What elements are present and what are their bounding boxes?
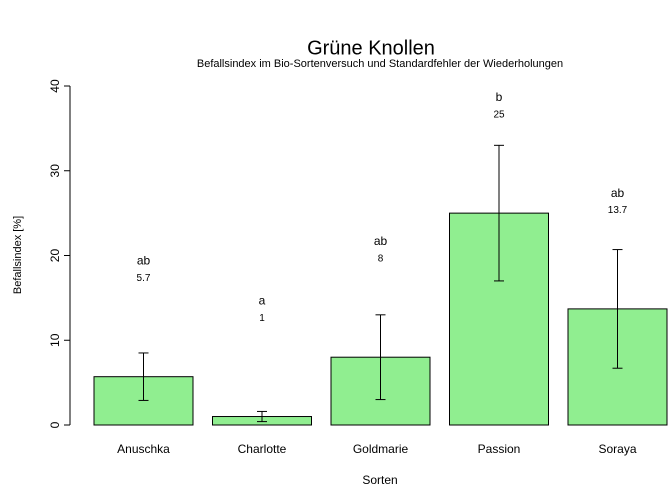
- value-label: 8: [378, 254, 384, 265]
- chart-title: Grüne Knollen: [307, 37, 435, 59]
- y-tick-label: 40: [48, 79, 62, 93]
- group-letter: ab: [137, 254, 151, 268]
- group-letter: b: [496, 90, 503, 104]
- group-letter: ab: [374, 234, 388, 248]
- y-axis-label: Befallsindex [%]: [12, 216, 24, 294]
- x-tick-label: Goldmarie: [353, 442, 409, 456]
- y-tick-label: 20: [48, 249, 62, 263]
- x-tick-label: Charlotte: [238, 442, 287, 456]
- x-tick-label: Anuschka: [117, 442, 170, 456]
- value-label: 13.7: [608, 205, 628, 216]
- y-tick-label: 0: [48, 421, 62, 428]
- value-label: 25: [493, 109, 505, 120]
- value-label: 1: [259, 313, 265, 324]
- group-letter: ab: [611, 186, 625, 200]
- x-axis-label: Sorten: [362, 473, 397, 487]
- group-letter: a: [259, 293, 266, 307]
- chart-subtitle: Befallsindex im Bio-Sortenversuch und St…: [197, 58, 563, 70]
- x-tick-label: Soraya: [598, 442, 636, 456]
- y-tick-label: 30: [48, 164, 62, 178]
- x-tick-label: Passion: [478, 442, 521, 456]
- y-tick-label: 10: [48, 333, 62, 347]
- value-label: 5.7: [137, 273, 151, 284]
